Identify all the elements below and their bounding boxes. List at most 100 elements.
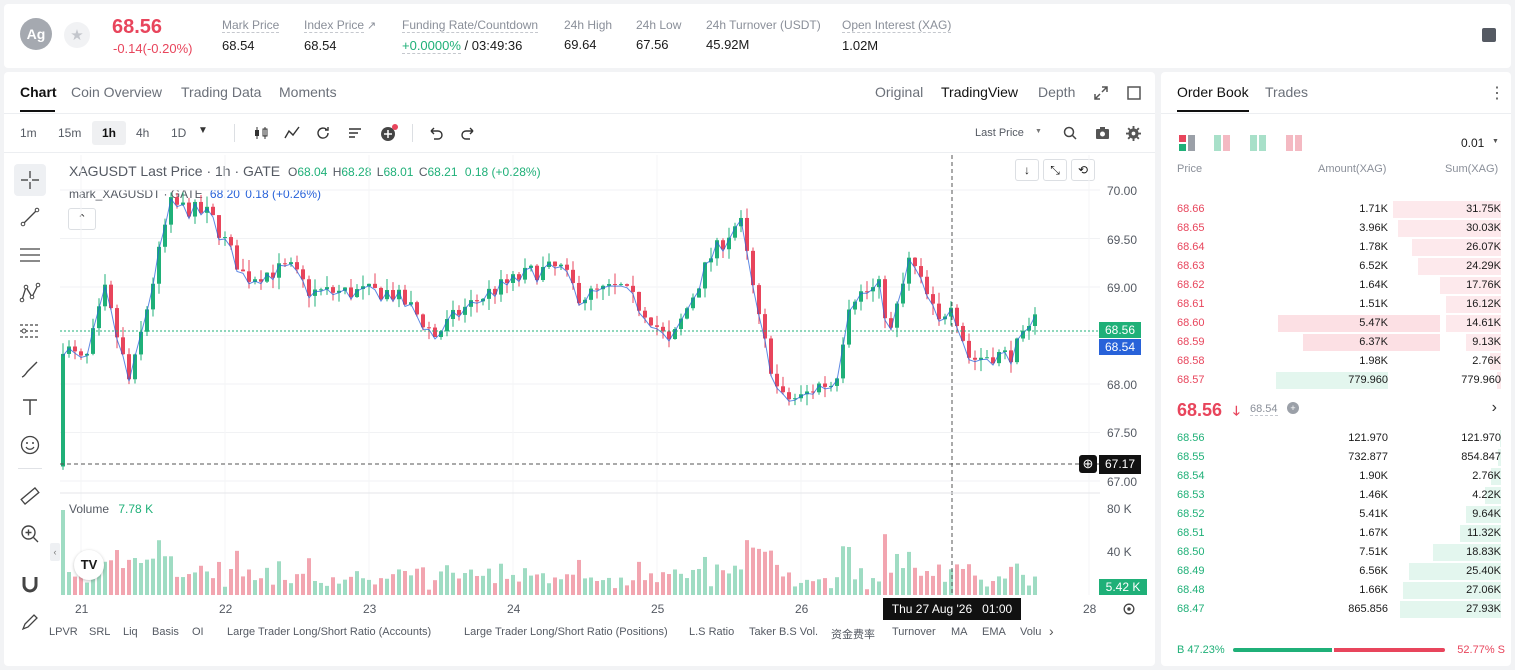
view-both-alt-icon[interactable]	[1214, 135, 1230, 151]
indicator-ema[interactable]: EMA	[982, 626, 1006, 638]
ruler-tool-icon[interactable]	[14, 480, 46, 512]
view-tradingview[interactable]: TradingView	[941, 84, 1019, 100]
volume-bar	[673, 569, 677, 595]
interval-dropdown-icon[interactable]: ▼	[198, 125, 208, 136]
indicator-liq[interactable]: Liq	[123, 626, 138, 638]
indicator-ls-ratio[interactable]: L.S Ratio	[689, 626, 735, 638]
trend-line-tool-icon[interactable]	[14, 201, 46, 233]
add-plugin-icon[interactable]	[378, 123, 400, 143]
bid-row[interactable]: 68.56 121.970 121.970	[1169, 429, 1505, 448]
emoji-tool-icon[interactable]	[14, 429, 46, 461]
volume-bar	[133, 558, 137, 595]
tab-chart[interactable]: Chart	[20, 84, 57, 100]
tradingview-logo[interactable]: TV	[74, 550, 104, 580]
view-original[interactable]: Original	[875, 84, 924, 100]
magnet-tool-icon[interactable]	[14, 568, 46, 600]
collapse-toolbar-icon[interactable]: ‹	[50, 543, 60, 561]
indicator-volume[interactable]: Volu	[1020, 626, 1042, 638]
notebook-icon[interactable]	[1482, 28, 1496, 42]
replay-icon[interactable]	[314, 124, 332, 142]
tab-trades[interactable]: Trades	[1265, 84, 1309, 100]
bid-row[interactable]: 68.50 7.51K 18.83K	[1169, 543, 1505, 562]
view-bids-icon[interactable]	[1250, 135, 1266, 151]
brush-tool-icon[interactable]	[14, 353, 46, 385]
interval-1h[interactable]: 1h	[102, 126, 117, 140]
indicator-oi[interactable]: OI	[192, 626, 204, 638]
ask-row[interactable]: 68.59 6.37K 9.13K	[1169, 333, 1505, 352]
bid-row[interactable]: 68.47 865.856 27.93K	[1169, 600, 1505, 619]
undo-icon[interactable]	[427, 124, 445, 142]
horizontal-lines-tool-icon[interactable]	[14, 239, 46, 271]
volume-bar	[385, 578, 389, 595]
indicator-taker-vol[interactable]: Taker B.S Vol.	[749, 626, 819, 638]
view-asks-icon[interactable]	[1286, 135, 1302, 151]
indicator-basis[interactable]: Basis	[152, 626, 179, 638]
ask-row[interactable]: 68.66 1.71K 31.75K	[1169, 200, 1505, 219]
redo-icon[interactable]	[459, 124, 477, 142]
bid-row[interactable]: 68.51 1.67K 11.32K	[1169, 524, 1505, 543]
scroll-to-latest-icon[interactable]: ↓	[1015, 159, 1039, 181]
ask-row[interactable]: 68.61 1.51K 16.12K	[1169, 295, 1505, 314]
bid-row[interactable]: 68.49 6.56K 25.40K	[1169, 562, 1505, 581]
pattern-tool-icon[interactable]	[14, 277, 46, 309]
bid-row[interactable]: 68.52 5.41K 9.64K	[1169, 505, 1505, 524]
interval-1m[interactable]: 1m	[20, 126, 37, 140]
interval-15m[interactable]: 15m	[58, 126, 82, 140]
fullscreen-chart-icon[interactable]: ⤡	[1043, 159, 1067, 181]
camera-icon[interactable]	[1093, 124, 1111, 142]
fib-tool-icon[interactable]	[14, 315, 46, 347]
text-tool-icon[interactable]	[14, 391, 46, 423]
search-icon[interactable]	[1061, 124, 1079, 142]
ask-row[interactable]: 68.65 3.96K 30.03K	[1169, 219, 1505, 238]
tab-order-book[interactable]: Order Book	[1177, 84, 1249, 100]
price-chart[interactable]	[60, 155, 1100, 600]
bid-row[interactable]: 68.55 732.877 854.847	[1169, 448, 1505, 467]
precision-select[interactable]: 0.01	[1461, 136, 1485, 150]
view-depth[interactable]: Depth	[1038, 84, 1076, 100]
ask-row[interactable]: 68.64 1.78K 26.07K	[1169, 238, 1505, 257]
ask-row[interactable]: 68.62 1.64K 17.76K	[1169, 276, 1505, 295]
candle-type-icon[interactable]	[252, 124, 270, 142]
view-both-icon[interactable]	[1179, 135, 1195, 151]
interval-4h[interactable]: 4h	[136, 126, 150, 140]
interval-1d[interactable]: 1D	[171, 126, 187, 140]
bid-row[interactable]: 68.54 1.90K 2.76K	[1169, 467, 1505, 486]
time-axis-settings-icon[interactable]	[1120, 600, 1138, 618]
ask-row[interactable]: 68.58 1.98K 2.76K	[1169, 352, 1505, 371]
window-icon[interactable]	[1125, 84, 1143, 102]
collapse-legend-icon[interactable]: ⌃	[68, 208, 96, 230]
ask-row[interactable]: 68.57 779.960 779.960	[1169, 371, 1505, 390]
ob-last-price-row[interactable]: 68.56 🡓 68.54 + ›	[1169, 398, 1505, 422]
ask-row[interactable]: 68.63 6.52K 24.29K	[1169, 257, 1505, 276]
templates-icon[interactable]	[346, 124, 364, 142]
crosshair-add-icon[interactable]: ⊕	[1079, 455, 1097, 473]
indicator-ls-accounts[interactable]: Large Trader Long/Short Ratio (Accounts)	[227, 626, 432, 638]
stat-index-price[interactable]: Index Price ↗ 68.54	[304, 18, 376, 53]
tab-coin-overview[interactable]: Coin Overview	[71, 84, 163, 100]
indicator-ma[interactable]: MA	[951, 626, 968, 638]
indicators-icon[interactable]	[283, 124, 301, 142]
bid-row[interactable]: 68.53 1.46K 4.22K	[1169, 486, 1505, 505]
zoom-tool-icon[interactable]	[14, 518, 46, 550]
ask-row[interactable]: 68.60 5.47K 14.61K	[1169, 314, 1505, 333]
tab-moments[interactable]: Moments	[279, 84, 337, 100]
indicator-ls-positions[interactable]: Large Trader Long/Short Ratio (Positions…	[464, 626, 668, 638]
favorite-star-icon[interactable]: ★	[64, 22, 90, 48]
indicator-srl[interactable]: SRL	[89, 626, 111, 638]
crosshair-tool-icon[interactable]	[14, 164, 46, 196]
pencil-lock-tool-icon[interactable]	[14, 606, 46, 638]
tab-trading-data[interactable]: Trading Data	[181, 84, 262, 100]
indicator-lpvr[interactable]: LPVR	[49, 626, 78, 638]
price-type-select[interactable]: Last Price	[975, 127, 1024, 139]
precision-caret-icon[interactable]: ▼	[1492, 138, 1499, 145]
ob-more-chevron-icon[interactable]: ›	[1491, 399, 1497, 416]
expand-icon[interactable]	[1092, 84, 1110, 102]
settings-gear-icon[interactable]	[1124, 124, 1142, 142]
ask-depth-bar	[1490, 353, 1501, 370]
indicator-funding-rate[interactable]: 资金费率	[831, 629, 875, 641]
bid-row[interactable]: 68.48 1.66K 27.06K	[1169, 581, 1505, 600]
indicator-turnover[interactable]: Turnover	[892, 626, 936, 638]
price-type-caret-icon[interactable]: ▼	[1035, 128, 1042, 135]
indicator-scroll-right-icon[interactable]: ›	[1049, 623, 1054, 639]
orderbook-more-icon[interactable]: ⋮	[1489, 85, 1505, 102]
